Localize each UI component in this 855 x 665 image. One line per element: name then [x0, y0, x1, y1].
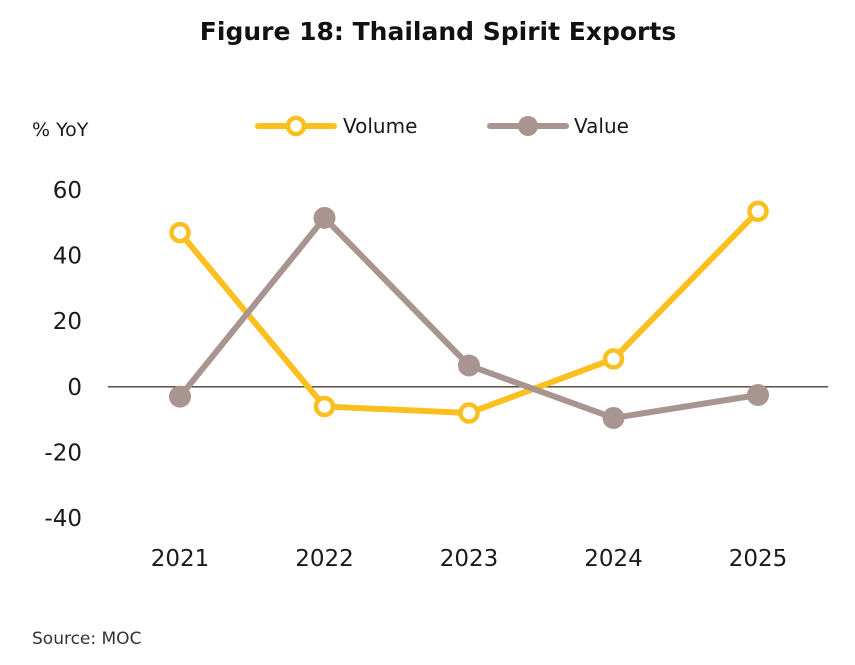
x-tick-label: 2022: [295, 546, 354, 572]
data-point-volume: [602, 348, 625, 370]
data-point-volume: [458, 402, 480, 424]
data-point-volume: [747, 200, 769, 223]
legend: Volume Value: [255, 114, 629, 138]
legend-marker: [285, 115, 307, 137]
y-tick-label: 60: [53, 178, 82, 204]
legend-label: Volume: [343, 114, 417, 138]
series-line-value: [177, 214, 761, 421]
series-layer: [169, 200, 769, 429]
source-note: Source: MOC: [32, 629, 141, 649]
legend-label: Value: [574, 114, 629, 138]
x-tick-label: 2023: [440, 546, 499, 572]
data-point-value: [458, 354, 480, 377]
y-axis-ticks: 60 40 20 0 -20 -40: [44, 178, 82, 532]
data-point-value: [169, 385, 191, 408]
data-point-value: [602, 406, 625, 429]
data-point-value: [313, 206, 336, 229]
y-axis-unit-label: % YoY: [32, 119, 89, 141]
x-tick-label: 2024: [584, 546, 643, 572]
data-point-volume: [169, 221, 191, 244]
y-tick-label: 0: [67, 375, 82, 401]
y-tick-label: 40: [53, 244, 82, 270]
y-tick-label: -40: [44, 506, 82, 532]
series-volume: [169, 200, 769, 424]
y-tick-label: 20: [53, 309, 82, 335]
legend-item-value: Value: [487, 114, 629, 138]
y-tick-label: -20: [44, 440, 82, 466]
legend-item-volume: Volume: [255, 114, 417, 138]
series-value: [169, 206, 769, 429]
data-point-value: [747, 384, 769, 406]
x-tick-label: 2025: [729, 546, 788, 572]
x-tick-label: 2021: [151, 546, 210, 572]
series-line-volume: [177, 208, 761, 417]
legend-marker: [518, 116, 538, 136]
x-axis-ticks: 2021 2022 2023 2024 2025: [151, 546, 788, 572]
data-point-volume: [313, 395, 336, 418]
chart-title: Figure 18: Thailand Spirit Exports: [200, 17, 676, 46]
